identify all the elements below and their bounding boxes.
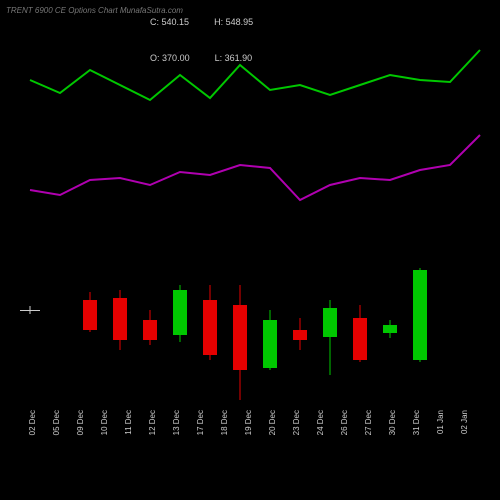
candle [353, 30, 367, 410]
candles-container [10, 30, 490, 410]
x-axis-label: 10 Dec [100, 410, 109, 435]
candle-body [383, 325, 397, 333]
candle [143, 30, 157, 410]
x-axis-label: 27 Dec [364, 410, 373, 435]
candle [233, 30, 247, 410]
x-axis-label: 13 Dec [172, 410, 181, 435]
x-axis-label: 05 Dec [52, 410, 61, 435]
candle-body [113, 298, 127, 340]
c-label: C: [150, 17, 159, 27]
candle-body [413, 270, 427, 360]
candle [293, 30, 307, 410]
candle-body [263, 320, 277, 368]
x-axis-label: 02 Jan [460, 410, 469, 434]
x-axis-label: 20 Dec [268, 410, 277, 435]
c-value: 540.15 [162, 17, 190, 27]
x-axis-label: 26 Dec [340, 410, 349, 435]
x-axis: 02 Dec 05 Dec 09 Dec 10 Dec 11 Dec 12 Dec 13 D… [10, 410, 490, 500]
x-axis-label: 31 Dec [412, 410, 421, 435]
candle [263, 30, 277, 410]
candle-body [353, 318, 367, 360]
candle [83, 30, 97, 410]
h-label: H: [214, 17, 223, 27]
candle-body [233, 305, 247, 370]
x-axis-label: 19 Dec [244, 410, 253, 435]
candle [323, 30, 337, 410]
candle [383, 30, 397, 410]
x-axis-label: 24 Dec [316, 410, 325, 435]
x-axis-label: 01 Jan [436, 410, 445, 434]
x-axis-label: 11 Dec [124, 410, 133, 435]
candle-body [83, 300, 97, 330]
candle [413, 30, 427, 410]
candle-body [143, 320, 157, 340]
chart-area [10, 30, 490, 410]
candle-body [203, 300, 217, 355]
candle-body [293, 330, 307, 340]
candle [113, 30, 127, 410]
candle-body [173, 290, 187, 335]
candle [203, 30, 217, 410]
x-axis-label: 17 Dec [196, 410, 205, 435]
x-axis-label: 09 Dec [76, 410, 85, 435]
x-axis-label: 02 Dec [28, 410, 37, 435]
x-axis-label: 23 Dec [292, 410, 301, 435]
x-axis-label: 12 Dec [148, 410, 157, 435]
x-axis-label: 18 Dec [220, 410, 229, 435]
x-axis-label: 30 Dec [388, 410, 397, 435]
candle-body [323, 308, 337, 337]
h-value: 548.95 [226, 17, 254, 27]
candle-body [20, 310, 40, 311]
candle [23, 30, 37, 410]
candle [173, 30, 187, 410]
